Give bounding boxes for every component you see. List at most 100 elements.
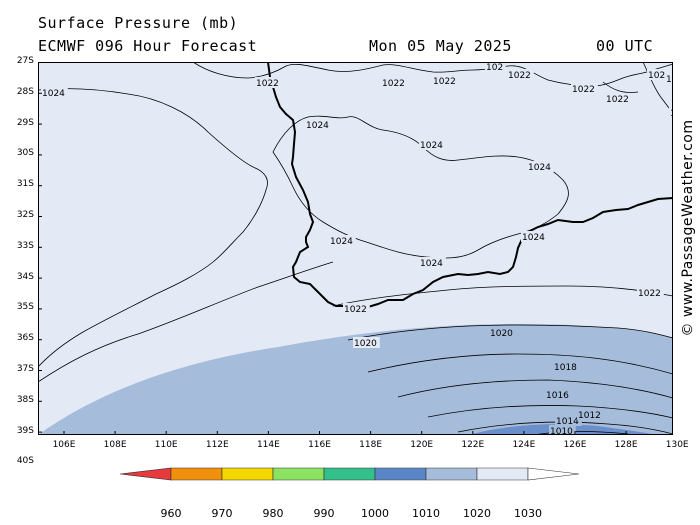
colorbar-segment [425,467,478,481]
lat-label: 38S [16,394,34,405]
isobar-label: 1020 [354,339,377,349]
lat-label: 40S [16,456,34,467]
pressure-colorbar [119,467,580,481]
lon-label: 118E [359,440,383,450]
lat-label: 36S [16,333,34,344]
isobar-label-bg [605,93,632,104]
isobar-label: 1024 [522,233,545,243]
isobar-label: 1024 [420,141,443,151]
isobar-label-bg [637,287,664,298]
lat-label: 39S [16,425,34,436]
isobar-label-bg [305,119,332,130]
isobar-label: 102 [648,71,665,81]
isobar-label-bg [577,409,604,420]
isobar-label-bg [41,87,68,98]
isobar-label: 102 [670,109,673,119]
map-title: Surface Pressure (mb) [38,14,239,32]
colorbar-label: 960 [160,507,182,520]
isobar-label: 102 [486,63,503,73]
isobar-label: 1022 [433,77,456,87]
isobar-label: 1012 [578,411,601,421]
watermark: © www.PassageWeather.com [680,119,696,337]
isobar-label-bg [549,425,576,435]
isobar-label-bg [343,303,370,314]
lat-label: 30S [16,148,34,159]
lat-label: 28S [16,86,34,97]
colorbar-segment [323,467,376,481]
isobar-label-bg [353,337,380,348]
lon-label: 112E [205,440,229,450]
isobar-label-bg [485,62,506,72]
isobar-label-bg [419,257,446,268]
isobar-label: 1020 [490,329,513,339]
colorbar-label: 1000 [361,507,389,520]
fill-1020-zone [38,324,673,435]
colorbar-label: 1020 [463,507,491,520]
lon-label: 126E [563,440,587,450]
isobar-label: 1024 [42,89,65,99]
lon-label: 122E [461,440,485,450]
forecast-date: Mon 05 May 2025 [369,37,512,55]
isobar-label: 1022 [638,289,661,299]
isobar-label-bg [647,69,668,80]
isobar-label: 1024 [528,163,551,173]
colorbar-label: 1030 [514,507,542,520]
isobar-label: 1022 [508,71,531,81]
isobar-label-bg [381,77,408,88]
lat-label: 37S [16,364,34,374]
isobar-label: 1022 [606,95,629,105]
isobar-labels: 1024102210221022102102210221022102102210… [41,62,673,435]
isobar-label-bg [545,389,572,400]
lon-label: 114E [256,440,280,450]
lon-label: 120E [410,440,434,450]
isobar-label-bg [432,75,459,86]
colorbar-segment [374,467,427,481]
map-frame [38,62,673,435]
lat-label: 31S [16,179,34,190]
lat-label: 33S [16,240,34,251]
lon-label: 124E [512,440,536,450]
isobar-label: 1024 [420,259,443,269]
colorbar-segment [119,467,172,481]
isobar-label: 1022 [256,79,279,89]
isobar-label-bg [489,327,516,338]
forecast-time: 00 UTC [596,37,654,55]
colorbar-segment [221,467,274,481]
lon-label: 128E [614,440,638,450]
isobar-label-bg [669,107,673,118]
isobar-label-bg [521,231,548,242]
lon-label: 110E [154,440,178,450]
isobar-label: 1016 [546,391,569,401]
colorbar-label: 970 [211,507,233,520]
lat-label: 29S [16,117,34,128]
colorbar-segment [476,467,529,481]
isobar-label: 1022 [344,305,367,315]
isobar-lines [38,62,673,435]
isobar-label-bg [419,139,446,150]
isobar-label: 1022 [572,85,595,95]
lat-label: 34S [16,271,34,282]
isobar-label-bg [507,69,534,80]
isobar-label-bg [555,415,582,426]
isobar-label: 1022 [666,75,673,85]
colorbar-segment [272,467,325,481]
lon-label: 116E [308,440,331,450]
lon-label: 130E [665,440,689,450]
isobar-label-bg [527,161,554,172]
forecast-model: ECMWF 096 Hour Forecast [38,37,258,55]
lon-label: 108E [103,440,127,450]
colorbar-segment [527,467,580,481]
isobar-label: 1024 [330,237,353,247]
isobar-label: 1024 [306,121,329,131]
colorbar-label: 1010 [412,507,440,520]
isobar-label-bg [571,83,598,94]
isobar-label-bg [553,361,580,372]
isobar-label-bg [665,73,673,84]
colorbar-segment [170,467,223,481]
pressure-map[interactable]: 1024102210221022102102210221022102102210… [38,62,673,435]
lat-label: 32S [16,210,34,220]
lon-label: 106E [52,440,76,450]
colorbar-label: 990 [313,507,335,520]
isobar-label-bg [329,235,356,246]
isobar-label: 1018 [554,363,577,373]
